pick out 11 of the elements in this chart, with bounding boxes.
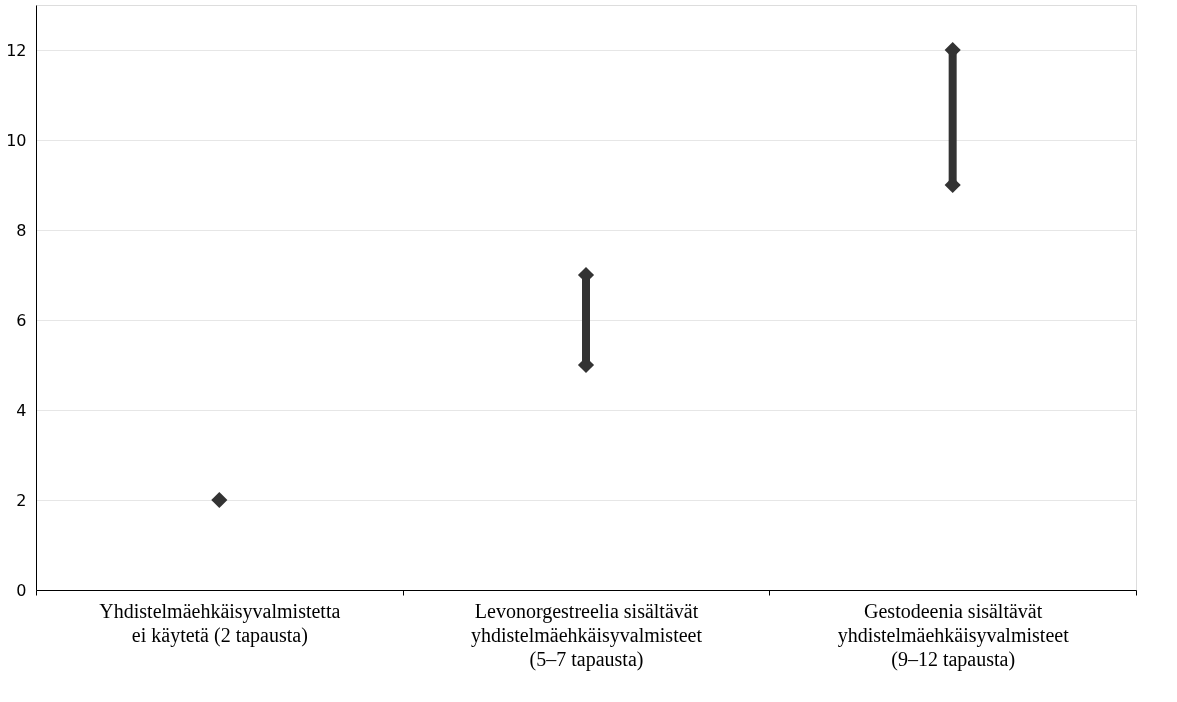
- y-tick-label: 0: [16, 580, 27, 600]
- y-tick-label: 8: [16, 220, 27, 240]
- y-tick-label: 2: [16, 490, 27, 510]
- point: [211, 491, 228, 509]
- y-tick-label: 4: [16, 400, 27, 420]
- x-tick-label: Gestodeenia sisältävät yhdistelmäehkäisyvalmisteet (9–12 tapausta): [837, 599, 1070, 671]
- x-tick-label: Levonorgestreelia sisältävät yhdistelmäehkäisyvalmisteet (5–7 tapausta): [470, 599, 703, 671]
- y-tick-label: 6: [16, 310, 27, 330]
- x-tick-label: Yhdistelmäehkäisyvalmistetta ei käytetä (2 tapausta): [99, 599, 341, 647]
- y-tick-label: 10: [6, 130, 27, 150]
- y-tick-label: 12: [6, 40, 27, 60]
